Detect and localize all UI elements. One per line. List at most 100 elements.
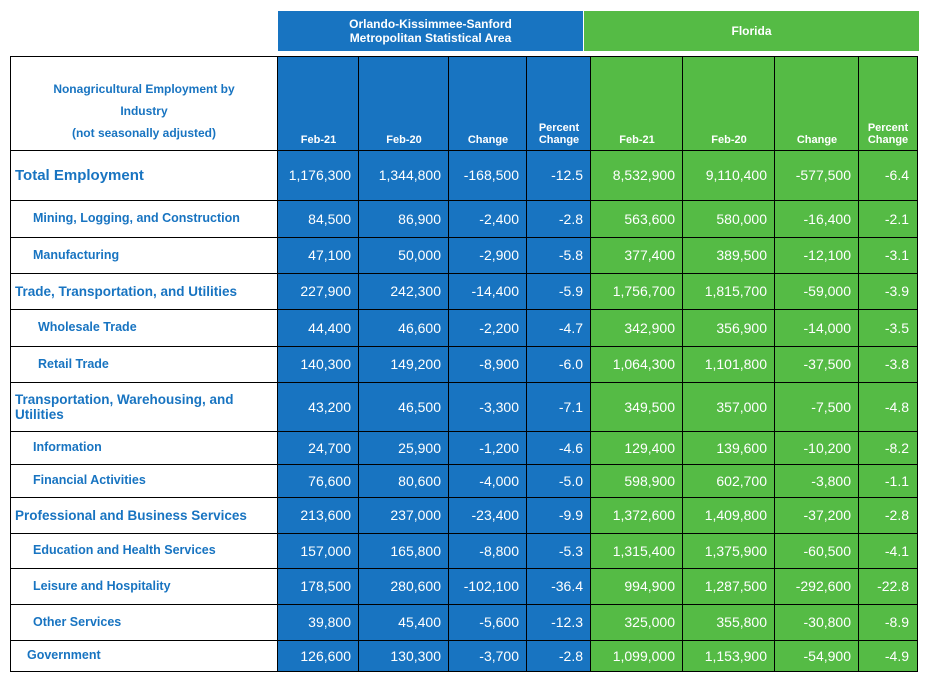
row-label: Information bbox=[33, 440, 102, 454]
table-cell: -6.0 bbox=[558, 356, 583, 372]
column-header: Percent Change bbox=[538, 122, 580, 146]
table-cell: 24,700 bbox=[308, 439, 351, 456]
table-cell: -3,800 bbox=[811, 472, 851, 489]
table-cell: 50,000 bbox=[398, 247, 441, 263]
column-divider bbox=[682, 57, 683, 671]
table-cell: 227,900 bbox=[300, 283, 351, 299]
table-cell: 8,532,900 bbox=[612, 167, 675, 183]
employment-table bbox=[10, 56, 918, 672]
table-cell: -3.5 bbox=[884, 319, 909, 336]
row-label: Total Employment bbox=[15, 166, 144, 184]
table-cell: 356,900 bbox=[716, 319, 767, 336]
table-cell: 213,600 bbox=[300, 507, 351, 523]
table-cell: -36.4 bbox=[551, 578, 583, 594]
table-cell: 149,200 bbox=[390, 356, 441, 372]
table-cell: 140,300 bbox=[300, 356, 351, 372]
table-cell: -5.9 bbox=[558, 283, 583, 299]
table-cell: -14,400 bbox=[471, 283, 519, 299]
table-cell: -5.3 bbox=[558, 542, 583, 559]
table-cell: -2.8 bbox=[558, 647, 583, 664]
table-cell: -2,900 bbox=[479, 247, 519, 263]
column-divider bbox=[526, 57, 527, 671]
table-cell: 126,600 bbox=[300, 647, 351, 664]
florida-region-header: Florida bbox=[584, 11, 919, 51]
column-divider bbox=[448, 57, 449, 671]
table-cell: 45,400 bbox=[398, 614, 441, 630]
table-cell: -54,900 bbox=[803, 647, 851, 664]
table-cell: 1,375,900 bbox=[704, 542, 767, 559]
table-cell: -60,500 bbox=[803, 542, 851, 559]
table-cell: 1,099,000 bbox=[612, 647, 675, 664]
table-cell: 157,000 bbox=[300, 542, 351, 559]
table-cell: -3.1 bbox=[884, 247, 909, 263]
florida-region-title: Florida bbox=[731, 24, 772, 38]
row-label: Mining, Logging, and Construction bbox=[33, 211, 240, 225]
table-cell: 1,153,900 bbox=[704, 647, 767, 664]
column-header: Feb-21 bbox=[619, 134, 655, 146]
row-label: Other Services bbox=[33, 614, 122, 629]
table-cell: -3,700 bbox=[479, 647, 519, 664]
column-header: Percent Change bbox=[867, 122, 909, 146]
table-cell: 598,900 bbox=[624, 472, 675, 489]
row-label: Financial Activities bbox=[33, 473, 146, 487]
row-label: Trade, Transportation, and Utilities bbox=[15, 283, 238, 299]
row-divider bbox=[11, 464, 917, 465]
table-cell: 76,600 bbox=[308, 472, 351, 489]
industry-header-line-1: Nonagricultural Employment by bbox=[53, 82, 235, 96]
row-divider bbox=[11, 309, 917, 310]
table-cell: -1,200 bbox=[479, 439, 519, 456]
table-cell: 1,315,400 bbox=[612, 542, 675, 559]
column-divider bbox=[277, 57, 278, 671]
row-divider bbox=[11, 200, 917, 201]
table-cell: 602,700 bbox=[716, 472, 767, 489]
row-label: Manufacturing bbox=[33, 247, 120, 262]
table-cell: 46,500 bbox=[398, 398, 441, 415]
table-cell: -12,100 bbox=[803, 247, 851, 263]
table-cell: -7.1 bbox=[558, 398, 583, 415]
row-divider bbox=[11, 273, 917, 274]
table-cell: -1.1 bbox=[884, 472, 909, 489]
table-cell: -2.1 bbox=[884, 210, 909, 227]
column-header: Feb-21 bbox=[300, 134, 337, 146]
table-cell: -4.6 bbox=[558, 439, 583, 456]
table-cell: -23,400 bbox=[471, 507, 519, 523]
table-cell: -10,200 bbox=[803, 439, 851, 456]
table-cell: 580,000 bbox=[716, 210, 767, 227]
table-cell: -14,000 bbox=[803, 319, 851, 336]
column-header: Feb-20 bbox=[386, 134, 422, 146]
msa-region-header: Orlando-Kissimmee-Sanford Metropolitan S… bbox=[278, 11, 583, 51]
table-cell: -12.3 bbox=[551, 614, 583, 630]
table-cell: 1,176,300 bbox=[288, 167, 351, 183]
table-cell: 1,101,800 bbox=[704, 356, 767, 372]
table-cell: 178,500 bbox=[300, 578, 351, 594]
row-label: Professional and Business Services bbox=[15, 507, 247, 523]
table-cell: -9.9 bbox=[558, 507, 583, 523]
table-cell: 237,000 bbox=[390, 507, 441, 523]
table-cell: -102,100 bbox=[463, 578, 519, 594]
table-cell: -3,300 bbox=[479, 398, 519, 415]
msa-region-title: Orlando-Kissimmee-Sanford Metropolitan S… bbox=[349, 17, 512, 45]
table-cell: 44,400 bbox=[308, 319, 351, 336]
table-cell: 1,344,800 bbox=[378, 167, 441, 183]
row-label: Education and Health Services bbox=[33, 543, 216, 557]
table-cell: -577,500 bbox=[795, 167, 851, 183]
row-divider bbox=[11, 497, 917, 498]
table-cell: 47,100 bbox=[308, 247, 351, 263]
table-cell: -4.9 bbox=[884, 647, 909, 664]
table-cell: 280,600 bbox=[390, 578, 441, 594]
table-cell: -5.8 bbox=[558, 247, 583, 263]
row-label: Wholesale Trade bbox=[38, 320, 137, 334]
row-label: Transportation, Warehousing, and Utiliti… bbox=[15, 391, 234, 422]
table-cell: 39,800 bbox=[308, 614, 351, 630]
table-cell: 84,500 bbox=[308, 210, 351, 227]
table-cell: 1,409,800 bbox=[704, 507, 767, 523]
table-cell: -8,900 bbox=[479, 356, 519, 372]
table-cell: -4.7 bbox=[558, 319, 583, 336]
row-label: Government bbox=[27, 648, 101, 662]
table-cell: -168,500 bbox=[463, 167, 519, 183]
table-cell: -2.8 bbox=[558, 210, 583, 227]
table-cell: 389,500 bbox=[716, 247, 767, 263]
row-divider bbox=[11, 533, 917, 534]
table-cell: 130,300 bbox=[390, 647, 441, 664]
table-cell: -3.8 bbox=[884, 356, 909, 372]
